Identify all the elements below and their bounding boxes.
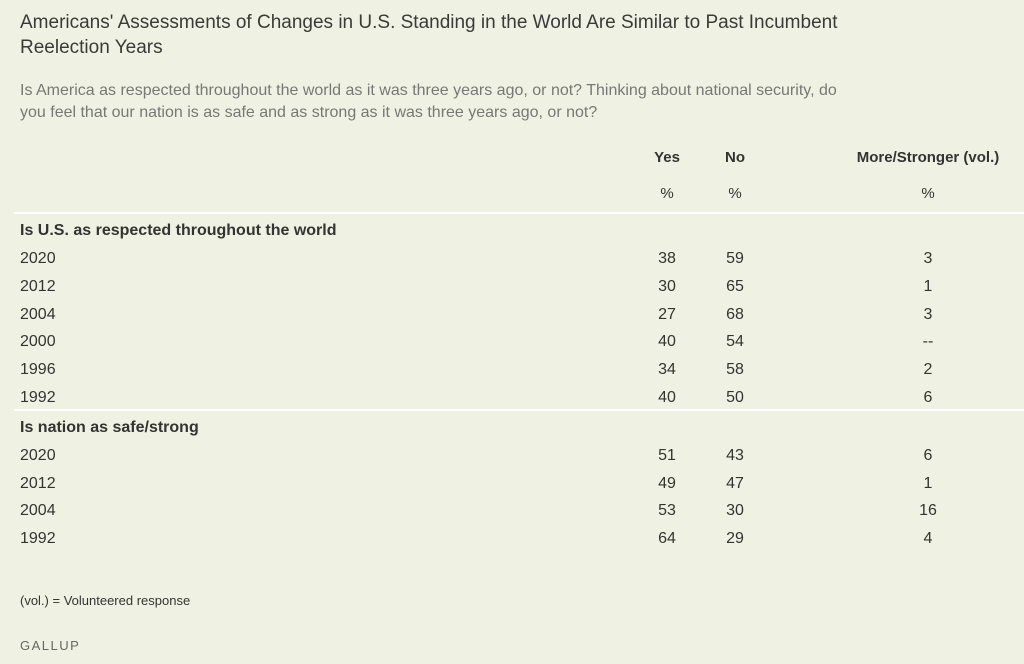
cell: 30 xyxy=(726,502,744,520)
section-label: Is nation as safe/strong xyxy=(20,418,199,436)
cell: 54 xyxy=(726,333,744,351)
cell: 51 xyxy=(658,446,676,464)
cell: 47 xyxy=(726,474,744,492)
row-label: 2004 xyxy=(20,305,56,323)
row-label: 1996 xyxy=(20,361,56,379)
cell: -- xyxy=(922,333,934,351)
column-header: More/Stronger (vol.) xyxy=(856,149,1000,166)
cell: 2 xyxy=(923,361,933,379)
title: Americans' Assessments of Changes in U.S… xyxy=(20,12,838,58)
cell: 58 xyxy=(726,361,744,379)
cell: 40 xyxy=(658,333,676,351)
cell: 50 xyxy=(726,389,744,406)
section-label: Is U.S. as respected throughout the worl… xyxy=(20,222,337,239)
separator xyxy=(14,212,1024,214)
separator xyxy=(14,408,1024,411)
cell: 40 xyxy=(658,389,676,406)
cell: 65 xyxy=(726,277,744,295)
row-label: 2004 xyxy=(20,502,56,520)
cell: 1 xyxy=(923,277,933,295)
cell: 68 xyxy=(726,305,744,323)
cell: 30 xyxy=(658,277,676,295)
cell: 53 xyxy=(658,502,676,520)
column-header: No xyxy=(725,149,745,166)
row-label: 2020 xyxy=(20,446,56,464)
row-label: 2012 xyxy=(20,277,56,295)
cell: 6 xyxy=(923,389,933,406)
cell: 3 xyxy=(923,250,933,267)
unit-label: % xyxy=(921,185,935,202)
row-label: 2000 xyxy=(20,333,56,351)
cell: 59 xyxy=(726,250,744,267)
cell: 34 xyxy=(658,361,676,379)
cell: 27 xyxy=(658,305,676,323)
cell: 3 xyxy=(923,305,933,323)
cell: 16 xyxy=(919,502,937,520)
row-label: 2012 xyxy=(20,474,56,492)
footnote: (vol.) = Volunteered response xyxy=(20,593,191,608)
cell: 1 xyxy=(923,474,933,492)
unit-label: % xyxy=(728,185,742,202)
row-label: 2020 xyxy=(20,250,56,267)
subtitle: Is America as respected throughout the w… xyxy=(20,82,837,121)
row-label: 1992 xyxy=(20,389,56,406)
cell: 43 xyxy=(726,446,744,464)
cell: 38 xyxy=(658,250,676,267)
cell: 4 xyxy=(923,530,933,548)
cell: 6 xyxy=(923,446,933,464)
cell: 29 xyxy=(726,530,744,548)
cell: 49 xyxy=(658,474,676,492)
source: GALLUP xyxy=(20,638,81,653)
row-label: 1992 xyxy=(20,530,56,548)
unit-label: % xyxy=(660,185,674,202)
cell: 64 xyxy=(658,530,676,548)
column-header: Yes xyxy=(654,149,680,166)
